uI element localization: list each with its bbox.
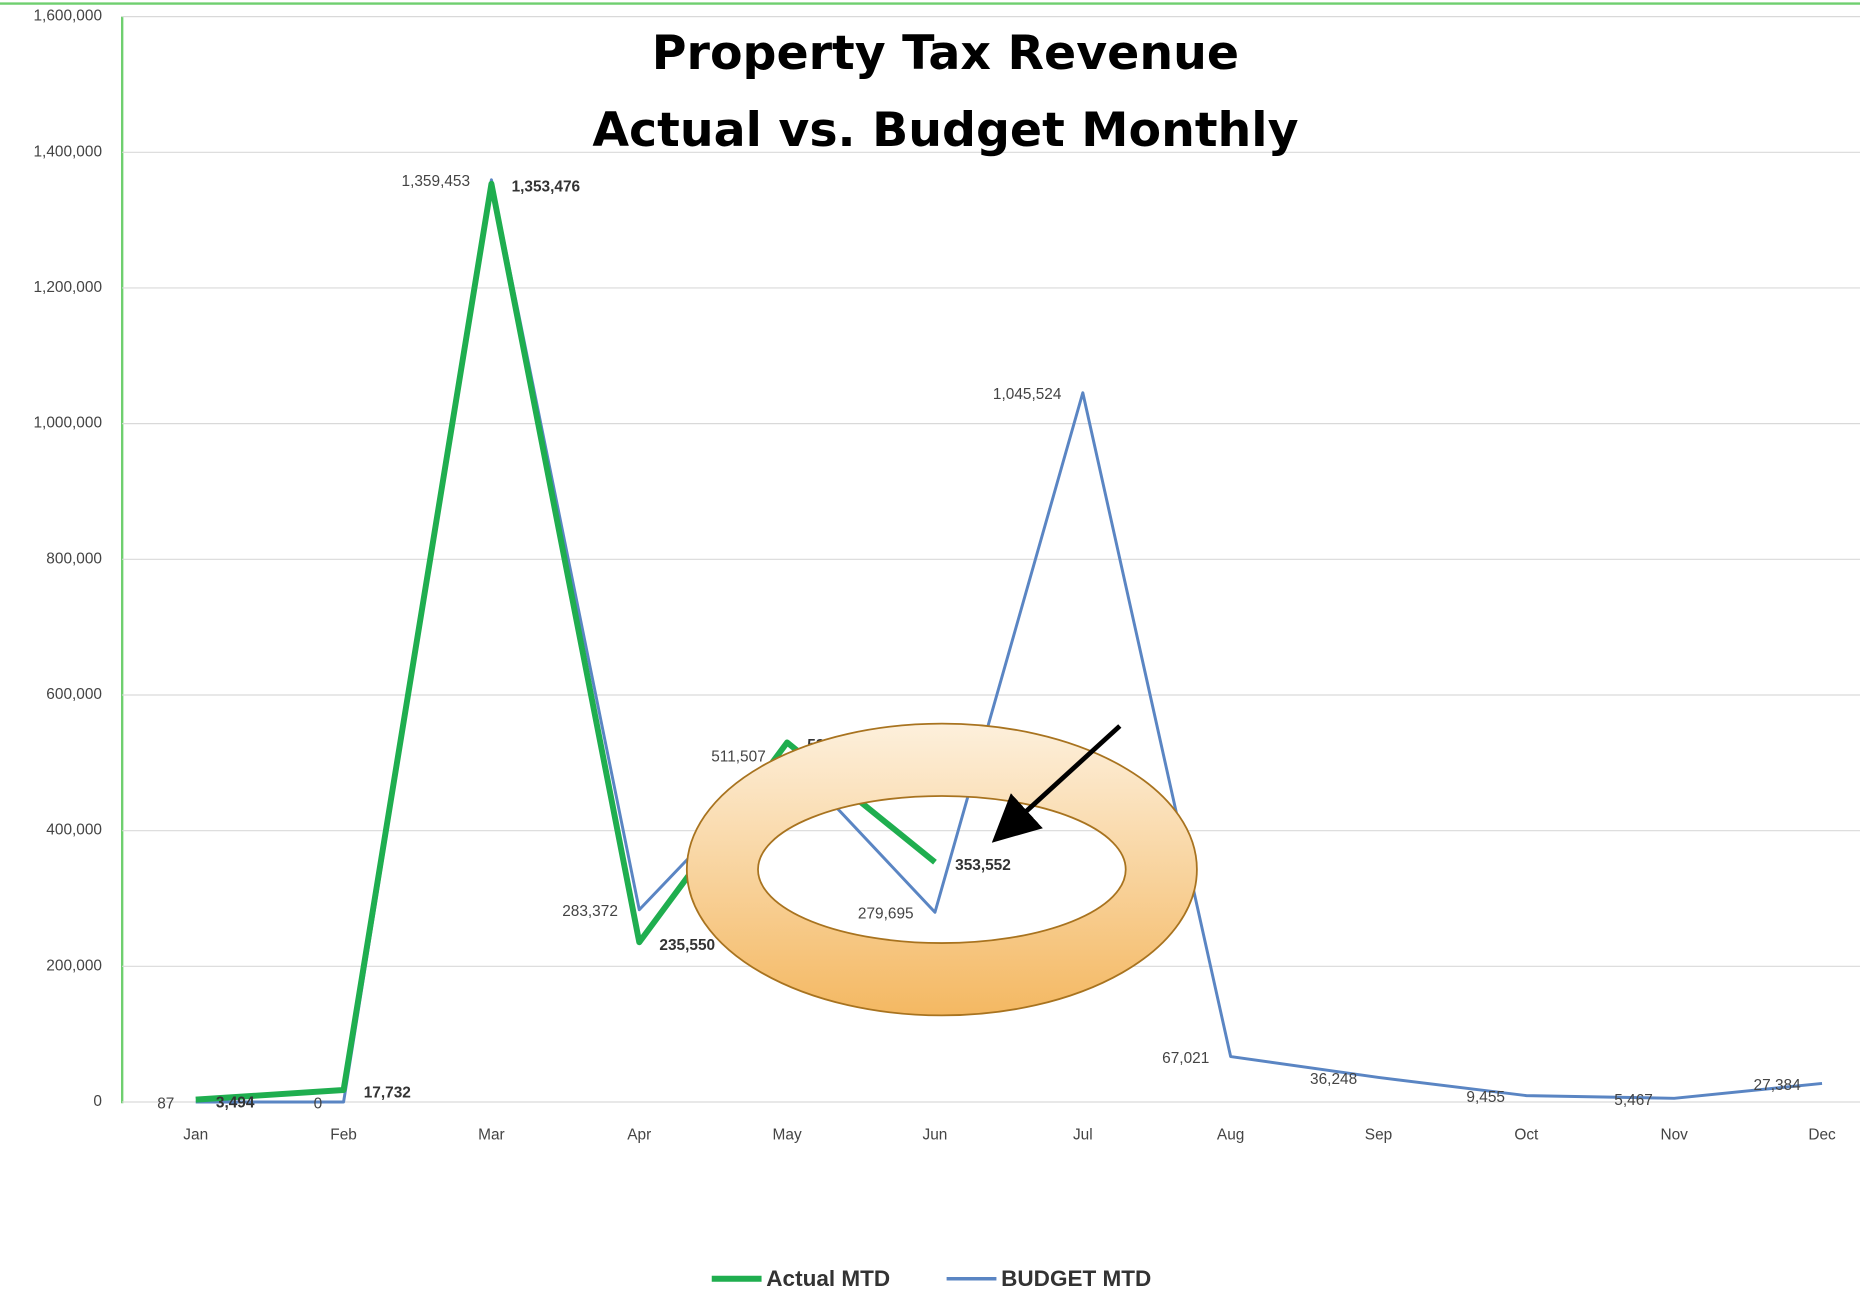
data-label: 1,359,453: [402, 173, 471, 190]
grid: 0 200,000 400,000 600,000 800,000 1,000,000 1,…: [33, 8, 1860, 1143]
y-tick-label: 1,600,000: [33, 8, 102, 25]
data-label: 353,552: [955, 857, 1011, 874]
x-tick-label: May: [773, 1126, 802, 1143]
data-label: 235,550: [659, 937, 715, 954]
x-tick-label: Feb: [330, 1126, 357, 1143]
data-label: 0: [314, 1095, 323, 1112]
data-label: 36,248: [1310, 1071, 1357, 1088]
legend-label: BUDGET MTD: [1001, 1266, 1151, 1291]
y-tick-label: 1,000,000: [33, 415, 102, 432]
data-label: 511,507: [711, 748, 766, 765]
legend: Actual MTD BUDGET MTD: [711, 1266, 1151, 1291]
chart-title: Property Tax Revenue: [652, 26, 1239, 81]
y-tick-label: 400,000: [46, 822, 102, 839]
x-tick-label: Nov: [1660, 1126, 1688, 1143]
data-label: 27,384: [1754, 1077, 1802, 1094]
y-tick-label: 800,000: [46, 550, 102, 567]
y-tick-label: 600,000: [46, 686, 102, 703]
data-label: 1,353,476: [512, 178, 581, 195]
x-tick-label: Jul: [1073, 1126, 1093, 1143]
data-label: 279,695: [858, 906, 914, 923]
x-tick-label: Dec: [1808, 1126, 1836, 1143]
x-tick-label: Jan: [183, 1126, 208, 1143]
data-label: 283,372: [562, 903, 618, 920]
data-label: 9,455: [1466, 1089, 1505, 1106]
x-tick-label: Apr: [627, 1126, 651, 1143]
data-label: 67,021: [1162, 1050, 1209, 1067]
chart-subtitle: Actual vs. Budget Monthly: [592, 103, 1298, 158]
highlight-ring: [685, 722, 1198, 1017]
data-label: 3,494: [216, 1094, 255, 1111]
data-label: 1,045,524: [993, 386, 1062, 403]
y-tick-label: 1,400,000: [33, 143, 102, 160]
data-label: 87: [157, 1095, 174, 1112]
legend-label: Actual MTD: [766, 1266, 890, 1291]
y-tick-label: 0: [93, 1093, 102, 1110]
arrow: [991, 724, 1122, 843]
data-label: 5,467: [1614, 1092, 1653, 1109]
y-tick-label: 200,000: [46, 957, 102, 974]
x-tick-label: Oct: [1514, 1126, 1539, 1143]
x-tick-label: Aug: [1217, 1126, 1244, 1143]
data-label: 17,732: [364, 1085, 411, 1102]
x-tick-label: Sep: [1365, 1126, 1392, 1143]
y-tick-label: 1,200,000: [33, 279, 102, 296]
x-tick-label: Mar: [478, 1126, 505, 1143]
x-tick-label: Jun: [923, 1126, 948, 1143]
